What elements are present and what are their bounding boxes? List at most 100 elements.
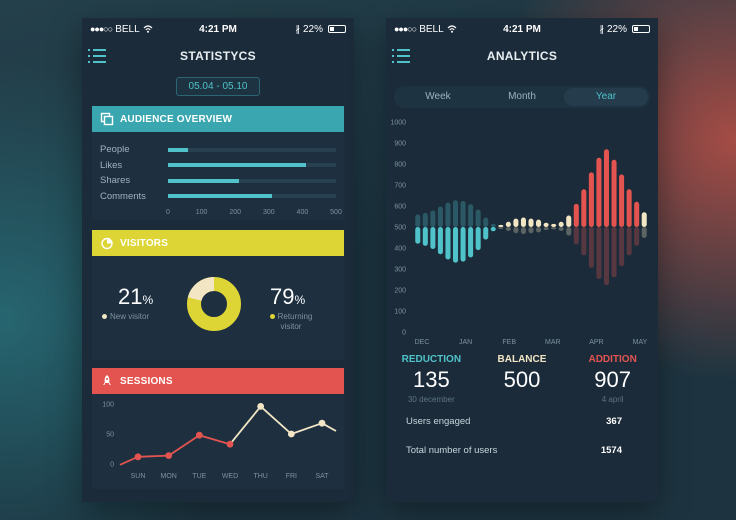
sessions-x-tick: WED <box>222 473 238 480</box>
analytics-bar-reflection <box>490 223 496 227</box>
analytics-bar-reflection <box>415 214 421 227</box>
analytics-y-tick: 1000 <box>390 120 406 127</box>
sessions-line-segment <box>137 454 169 458</box>
sessions-y-tick: 50 <box>106 432 114 439</box>
analytics-bar-reflection <box>558 227 564 231</box>
audience-axis-tick: 300 <box>262 209 275 216</box>
analytics-x-tick: DEC <box>415 339 430 346</box>
audience-overview-header[interactable]: AUDIENCE OVERVIEW <box>92 106 344 132</box>
analytics-bar-reflection <box>505 227 511 231</box>
analytics-bar <box>415 227 421 244</box>
carrier-label: BELL <box>419 23 444 35</box>
statistics-screen: ●●●○○ BELL 4:21 PM ∦ 22% STATISTYCS 05.0… <box>82 18 354 502</box>
audience-axis-tick: 400 <box>296 209 309 216</box>
users-engaged-value: 367 <box>606 416 622 427</box>
analytics-bar-chart: 0 100 200 300 400 500 600 700 800 900 1000 DEC JAN FE… <box>390 120 647 347</box>
analytics-bar <box>611 159 617 227</box>
analytics-bar <box>445 227 451 260</box>
analytics-bar <box>475 227 481 251</box>
total-users-row: Total number of users 1574 <box>386 445 658 456</box>
wifi-icon <box>143 25 153 33</box>
analytics-y-tick: 100 <box>394 309 406 316</box>
analytics-bar <box>581 189 587 227</box>
visitors-donut-chart <box>187 277 241 331</box>
audience-row: Comments <box>100 189 336 205</box>
analytics-y-tick: 500 <box>394 225 406 232</box>
sessions-line-segment <box>229 405 262 445</box>
audience-overview-card: AUDIENCE OVERVIEW People Likes Shares Comme… <box>92 106 344 220</box>
analytics-bar-reflection <box>641 227 647 239</box>
menu-icon[interactable] <box>88 49 106 63</box>
addition-label: ADDITION <box>588 354 637 365</box>
page-title: STATISTYCS <box>180 49 256 63</box>
analytics-bar-reflection <box>430 210 436 227</box>
analytics-bar <box>596 157 602 227</box>
audience-bar-fill <box>168 178 239 183</box>
new-visitor-percent: 21% <box>118 284 154 309</box>
analytics-bar-reflection <box>452 200 459 227</box>
battery-label: 22% <box>302 23 323 35</box>
analytics-bar <box>603 149 610 227</box>
sessions-header[interactable]: SESSIONS <box>92 368 344 394</box>
analytics-x-tick: MAR <box>545 339 561 346</box>
tab-week[interactable]: Week <box>425 91 451 102</box>
menu-icon[interactable] <box>392 49 410 63</box>
analytics-bar <box>566 215 572 227</box>
visitors-card: VISITORS 21% New visitor 79% Returning vi… <box>92 230 344 360</box>
analytics-y-tick: 200 <box>394 288 406 295</box>
battery-icon <box>631 25 650 33</box>
date-range-selector[interactable]: 05.04 - 05.10 <box>175 77 261 96</box>
analytics-bar <box>513 218 519 227</box>
visitors-header[interactable]: VISITORS <box>92 230 344 256</box>
audience-row: Likes <box>100 158 336 174</box>
audience-bar-track <box>168 194 336 199</box>
analytics-bar <box>641 212 647 227</box>
bluetooth-icon: ∦ <box>599 23 604 34</box>
sessions-point <box>165 452 173 459</box>
sessions-line-segment <box>199 434 231 446</box>
total-users-label: Total number of users <box>406 445 498 456</box>
analytics-y-tick: 400 <box>394 246 406 253</box>
signal-icon: ●●●○○ <box>90 24 113 34</box>
analytics-bar <box>573 203 579 227</box>
tab-year[interactable]: Year <box>564 88 648 106</box>
sessions-line-chart: 0 50 100 SUN MON TUE WED THU FRI SAT <box>102 402 337 480</box>
analytics-bar <box>543 222 549 227</box>
audience-row: Shares <box>100 173 336 189</box>
analytics-bar-reflection <box>468 204 474 227</box>
battery-label: 22% <box>606 23 627 35</box>
analytics-bar <box>634 201 640 227</box>
signal-icon: ●●●○○ <box>394 24 417 34</box>
audience-row-label: Shares <box>100 175 131 187</box>
sessions-card: SESSIONS 0 50 100 SUN MON TUE WED THU FRI SAT <box>92 368 344 489</box>
analytics-bar-reflection <box>634 227 640 246</box>
analytics-y-tick: 700 <box>394 183 406 190</box>
clock: 4:21 PM <box>199 23 237 35</box>
analytics-bar-reflection <box>626 227 632 256</box>
wifi-icon <box>447 25 457 33</box>
sessions-x-tick: FRI <box>286 473 297 480</box>
sessions-x-tick: SUN <box>131 473 146 480</box>
analytics-bar <box>498 224 504 227</box>
new-visitor-slice <box>187 277 214 301</box>
audience-bar-fill <box>168 147 189 152</box>
analytics-bar <box>520 217 526 227</box>
sessions-y-tick: 0 <box>110 462 114 469</box>
balance-label: BALANCE <box>497 354 547 365</box>
sessions-line-segment <box>291 422 323 435</box>
analytics-bar <box>536 219 542 227</box>
audience-row-label: People <box>100 144 130 156</box>
tab-month[interactable]: Month <box>508 91 536 102</box>
analytics-bar <box>626 189 632 227</box>
new-visitor-label: New visitor <box>102 312 149 322</box>
analytics-bar-reflection <box>520 227 526 235</box>
audience-axis-tick: 100 <box>195 209 208 216</box>
audience-bar-fill <box>168 194 273 199</box>
sessions-point <box>287 430 295 438</box>
sessions-point <box>318 419 326 427</box>
addition-value: 907 <box>594 367 631 392</box>
users-engaged-row: Users engaged 367 <box>386 416 658 427</box>
bluetooth-icon: ∦ <box>295 23 300 34</box>
audience-axis-tick: 0 <box>166 209 170 216</box>
analytics-bar <box>551 223 557 227</box>
